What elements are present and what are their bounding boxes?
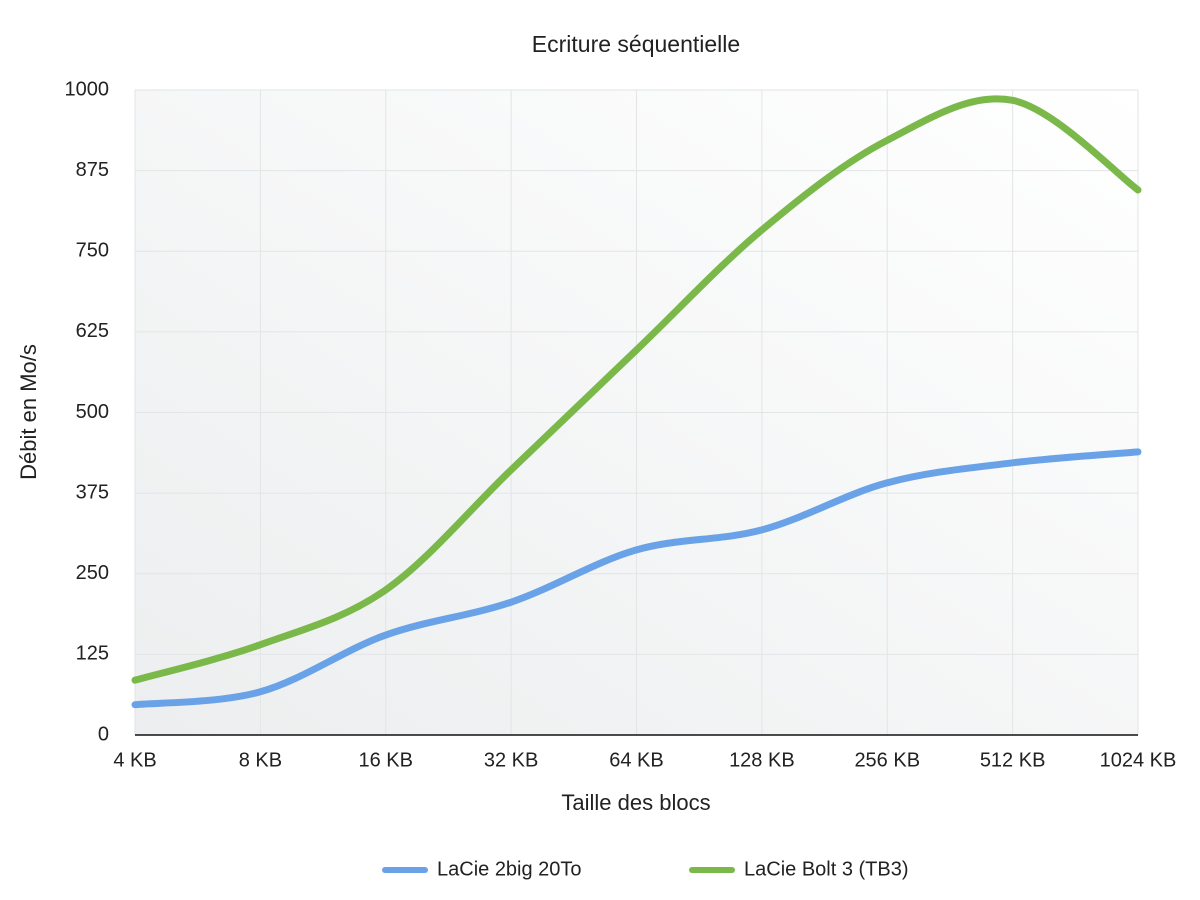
y-axis-label: Débit en Mo/s xyxy=(16,344,41,480)
x-tick-label: 64 KB xyxy=(609,749,663,771)
y-tick-label: 750 xyxy=(76,240,109,262)
y-tick-label: 625 xyxy=(76,320,109,342)
legend-label: LaCie 2big 20To xyxy=(437,858,582,880)
x-tick-label: 32 KB xyxy=(484,749,538,771)
chart-title: Ecriture séquentielle xyxy=(532,31,740,57)
y-tick-label: 375 xyxy=(76,481,109,503)
y-tick-label: 0 xyxy=(98,723,109,745)
y-tick-label: 875 xyxy=(76,159,109,181)
y-tick-label: 250 xyxy=(76,562,109,584)
y-tick-label: 1000 xyxy=(65,78,110,100)
x-tick-label: 128 KB xyxy=(729,749,795,771)
x-tick-label: 256 KB xyxy=(854,749,920,771)
x-tick-label: 512 KB xyxy=(980,749,1046,771)
x-axis-label: Taille des blocs xyxy=(561,790,710,815)
x-tick-label: 16 KB xyxy=(359,749,413,771)
series-line xyxy=(131,95,1142,684)
x-tick-label: 1024 KB xyxy=(1100,749,1177,771)
series-line xyxy=(131,448,1142,709)
legend-label: LaCie Bolt 3 (TB3) xyxy=(744,858,909,880)
x-tick-label: 4 KB xyxy=(113,749,156,771)
y-tick-label: 500 xyxy=(76,401,109,423)
x-tick-label: 8 KB xyxy=(239,749,282,771)
y-tick-label: 125 xyxy=(76,643,109,665)
